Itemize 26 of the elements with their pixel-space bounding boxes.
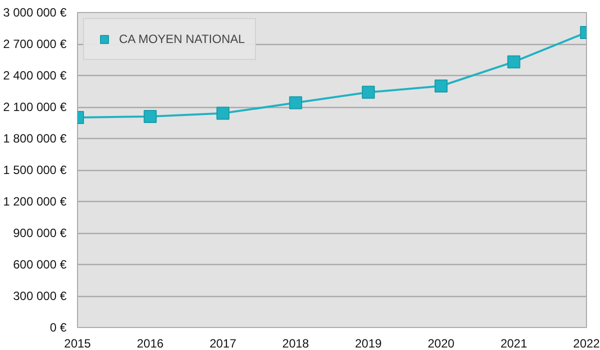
y-tick-label: 2 400 000 € [3,68,67,82]
y-tick-label: 600 000 € [13,258,67,272]
y-tick-label: 900 000 € [13,226,67,240]
y-tick-label: 1 500 000 € [3,163,67,177]
point [289,96,302,110]
x-tick-label: 2019 [355,336,382,350]
x-tick-label: 2018 [282,336,310,350]
y-tick-label: 300 000 € [13,289,67,303]
x-tick-label: 2017 [210,336,237,350]
y-tick-label: 2 100 000 € [3,100,67,114]
point [144,110,157,123]
y-tick-label: 1 800 000 € [3,132,67,146]
x-tick-label: 2020 [428,336,455,350]
y-tick-label: 0 € [50,320,67,334]
point [216,106,230,120]
x-tick-label: 2022 [573,336,600,350]
y-tick-label: 1 200 000 € [3,194,67,208]
point [507,55,520,68]
x-tick-label: 2021 [500,336,528,350]
y-tick-label: 3 000 000 € [3,6,67,20]
y-tick-label: 2 700 000 € [3,37,67,51]
x-tick-label: 2015 [64,336,92,350]
point [434,80,448,92]
legend-label: CA MOYEN NATIONAL [119,32,245,46]
x-tick-label: 2016 [136,336,164,350]
point [362,86,375,99]
